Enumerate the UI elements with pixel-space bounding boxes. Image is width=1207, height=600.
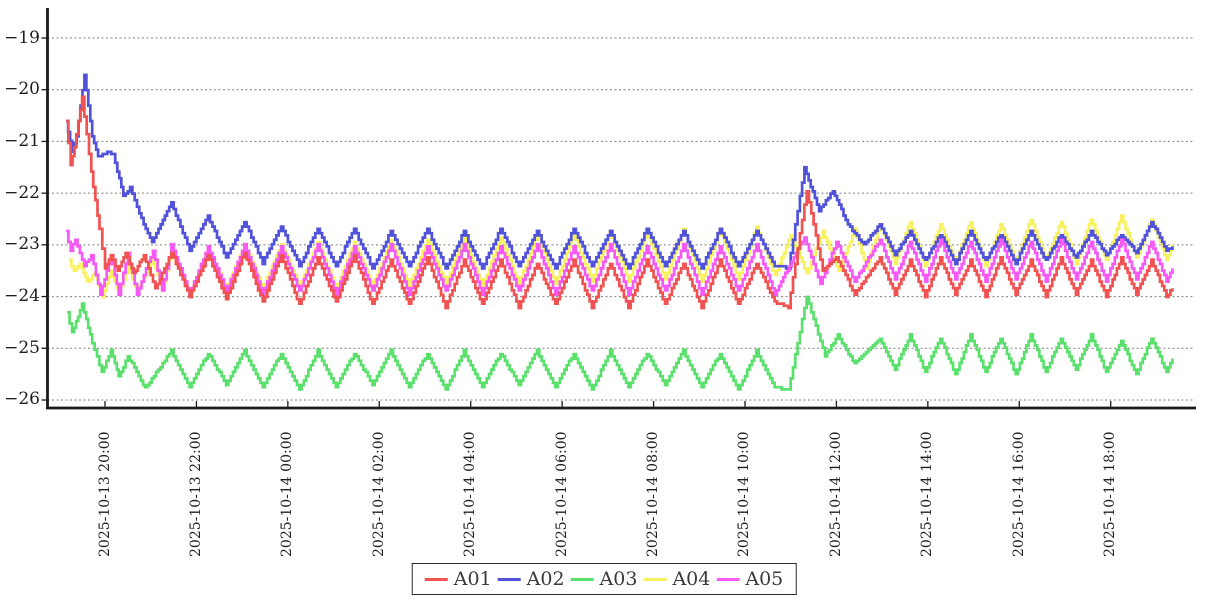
legend-item-a03: A03 xyxy=(570,567,638,591)
y-tick-label: −25 xyxy=(4,337,40,358)
x-tick-label: 2025-10-14 12:00 xyxy=(827,431,844,557)
y-tick-label: −24 xyxy=(4,286,40,307)
series-line-a01 xyxy=(66,95,1174,310)
x-tick-label: 2025-10-14 08:00 xyxy=(645,431,662,557)
legend-label: A01 xyxy=(453,568,492,590)
legend-label: A05 xyxy=(745,568,784,590)
x-tick-label: 2025-10-13 22:00 xyxy=(187,431,204,557)
x-tick-label: 2025-10-14 00:00 xyxy=(279,431,296,557)
legend-item-a04: A04 xyxy=(643,567,710,591)
axis-ticks xyxy=(41,37,1112,407)
y-tick-label: −19 xyxy=(4,27,40,48)
x-tick-label: 2025-10-14 04:00 xyxy=(462,431,479,557)
legend-label: A02 xyxy=(526,568,565,590)
legend-swatch-a05 xyxy=(716,577,740,581)
legend-swatch-a04 xyxy=(643,577,667,581)
gridlines xyxy=(47,37,1194,401)
x-tick-label: 2025-10-14 10:00 xyxy=(736,431,753,557)
x-tick-label: 2025-10-13 20:00 xyxy=(96,431,113,557)
axis-frame xyxy=(46,8,1196,410)
legend-label: A03 xyxy=(599,568,638,590)
legend-swatch-a01 xyxy=(424,577,448,581)
y-tick-label: −21 xyxy=(4,130,40,151)
x-tick-label: 2025-10-14 18:00 xyxy=(1102,431,1119,557)
legend-item-a01: A01 xyxy=(424,567,492,591)
legend-swatch-a02 xyxy=(497,577,521,581)
x-tick-label: 2025-10-14 06:00 xyxy=(553,431,570,557)
series-line-a02 xyxy=(66,73,1174,270)
series-lines xyxy=(66,73,1174,391)
y-tick-label: −26 xyxy=(4,389,40,410)
x-tick-label: 2025-10-14 16:00 xyxy=(1010,431,1027,557)
y-tick-label: −20 xyxy=(4,79,40,100)
legend-item-a05: A05 xyxy=(716,567,783,591)
x-tick-label: 2025-10-14 02:00 xyxy=(370,431,387,557)
legend-item-a02: A02 xyxy=(497,567,565,591)
y-tick-label: −22 xyxy=(4,182,40,203)
series-line-a05 xyxy=(66,229,1174,297)
x-tick-label: 2025-10-14 14:00 xyxy=(919,431,936,557)
legend: A01 A02 A03 A04 A05 xyxy=(411,563,797,595)
y-tick-label: −23 xyxy=(4,234,40,255)
legend-label: A04 xyxy=(672,568,711,590)
legend-swatch-a03 xyxy=(570,577,594,581)
series-line-a03 xyxy=(67,295,1174,391)
